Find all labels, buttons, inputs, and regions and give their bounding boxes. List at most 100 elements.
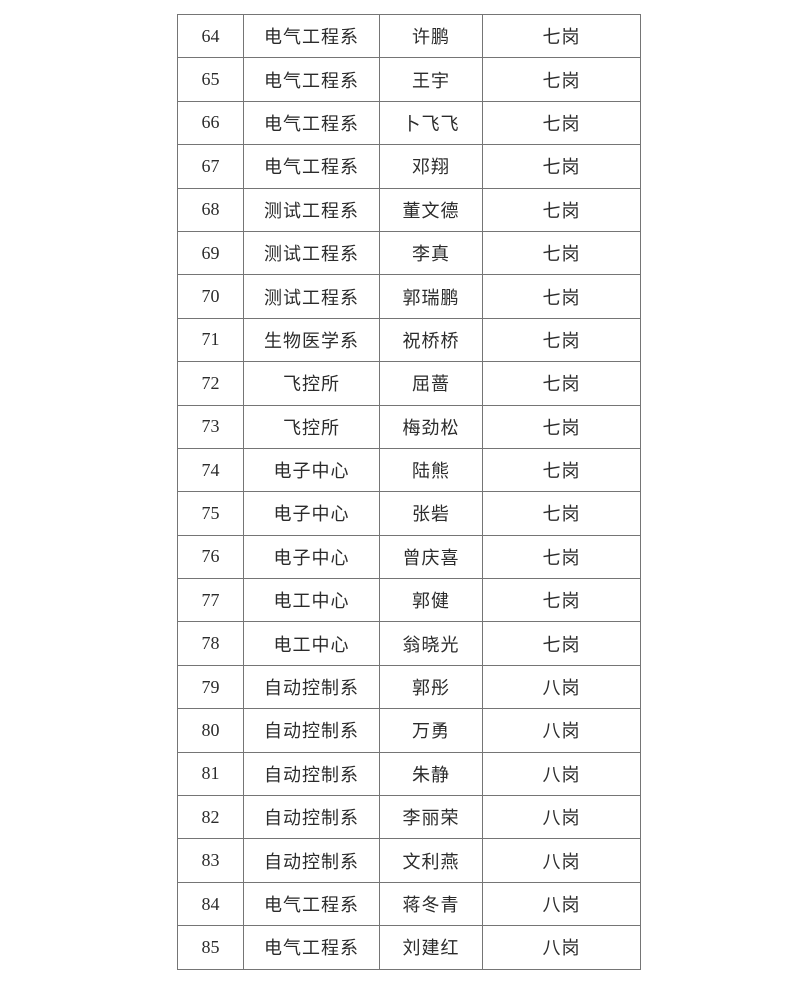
- table-row: 79 自动控制系 郭彤 八岗: [177, 664, 641, 710]
- table-row: 66 电气工程系 卜飞飞 七岗: [177, 100, 641, 146]
- cell-person-name: 董文德: [379, 187, 483, 232]
- cell-post-grade: 七岗: [482, 57, 641, 102]
- personnel-roster-table: 64 电气工程系 许鹏 七岗 65 电气工程系 王宇 七岗 66 电气工程系 卜…: [177, 13, 641, 970]
- cell-department: 测试工程系: [243, 187, 380, 232]
- cell-person-name: 李丽荣: [379, 795, 483, 840]
- cell-post-grade: 七岗: [482, 578, 641, 623]
- cell-row-number: 64: [177, 13, 244, 59]
- cell-row-number: 77: [177, 578, 244, 623]
- cell-department: 电气工程系: [243, 925, 380, 970]
- cell-person-name: 张砦: [379, 491, 483, 536]
- cell-post-grade: 八岗: [482, 881, 641, 927]
- cell-department: 电子中心: [243, 534, 380, 580]
- cell-post-grade: 七岗: [482, 361, 641, 406]
- cell-department: 测试工程系: [243, 230, 380, 276]
- cell-department: 自动控制系: [243, 664, 380, 710]
- cell-row-number: 74: [177, 447, 244, 493]
- cell-department: 电工中心: [243, 621, 380, 666]
- cell-row-number: 73: [177, 404, 244, 449]
- cell-department: 电气工程系: [243, 57, 380, 102]
- cell-row-number: 66: [177, 100, 244, 146]
- cell-person-name: 刘建红: [379, 925, 483, 970]
- cell-post-grade: 八岗: [482, 925, 641, 970]
- cell-row-number: 75: [177, 491, 244, 536]
- cell-person-name: 梅劲松: [379, 404, 483, 449]
- cell-post-grade: 八岗: [482, 708, 641, 753]
- table-row: 71 生物医学系 祝桥桥 七岗: [177, 317, 641, 363]
- cell-post-grade: 七岗: [482, 230, 641, 276]
- cell-row-number: 82: [177, 795, 244, 840]
- cell-department: 自动控制系: [243, 838, 380, 883]
- cell-department: 电子中心: [243, 447, 380, 493]
- cell-person-name: 卜飞飞: [379, 100, 483, 146]
- cell-post-grade: 七岗: [482, 100, 641, 146]
- cell-post-grade: 八岗: [482, 795, 641, 840]
- table-row: 67 电气工程系 邓翔 七岗: [177, 144, 641, 189]
- cell-person-name: 郭彤: [379, 664, 483, 710]
- cell-row-number: 85: [177, 925, 244, 970]
- cell-row-number: 81: [177, 751, 244, 797]
- cell-row-number: 70: [177, 274, 244, 319]
- cell-post-grade: 七岗: [482, 404, 641, 449]
- cell-person-name: 蒋冬青: [379, 881, 483, 927]
- cell-post-grade: 七岗: [482, 317, 641, 363]
- cell-department: 自动控制系: [243, 708, 380, 753]
- cell-post-grade: 七岗: [482, 534, 641, 580]
- cell-post-grade: 七岗: [482, 447, 641, 493]
- table-body: 64 电气工程系 许鹏 七岗 65 电气工程系 王宇 七岗 66 电气工程系 卜…: [177, 13, 641, 970]
- cell-row-number: 83: [177, 838, 244, 883]
- cell-row-number: 79: [177, 664, 244, 710]
- table-row: 81 自动控制系 朱静 八岗: [177, 751, 641, 797]
- cell-department: 电气工程系: [243, 144, 380, 189]
- cell-row-number: 71: [177, 317, 244, 363]
- table-row: 73 飞控所 梅劲松 七岗: [177, 404, 641, 449]
- cell-department: 生物医学系: [243, 317, 380, 363]
- cell-person-name: 郭健: [379, 578, 483, 623]
- cell-person-name: 翁晓光: [379, 621, 483, 666]
- table-row: 68 测试工程系 董文德 七岗: [177, 187, 641, 232]
- table-row: 77 电工中心 郭健 七岗: [177, 578, 641, 623]
- cell-person-name: 郭瑞鹏: [379, 274, 483, 319]
- cell-row-number: 69: [177, 230, 244, 276]
- cell-person-name: 许鹏: [379, 13, 483, 59]
- cell-person-name: 陆熊: [379, 447, 483, 493]
- table-row: 72 飞控所 屈蔷 七岗: [177, 361, 641, 406]
- cell-post-grade: 七岗: [482, 144, 641, 189]
- table-row: 74 电子中心 陆熊 七岗: [177, 447, 641, 493]
- table-row: 76 电子中心 曾庆喜 七岗: [177, 534, 641, 580]
- cell-person-name: 王宇: [379, 57, 483, 102]
- table-row: 85 电气工程系 刘建红 八岗: [177, 925, 641, 970]
- cell-department: 电子中心: [243, 491, 380, 536]
- cell-person-name: 曾庆喜: [379, 534, 483, 580]
- cell-department: 测试工程系: [243, 274, 380, 319]
- table-row: 80 自动控制系 万勇 八岗: [177, 708, 641, 753]
- table-row: 78 电工中心 翁晓光 七岗: [177, 621, 641, 666]
- cell-row-number: 65: [177, 57, 244, 102]
- table-row: 83 自动控制系 文利燕 八岗: [177, 838, 641, 883]
- cell-department: 自动控制系: [243, 751, 380, 797]
- cell-post-grade: 七岗: [482, 274, 641, 319]
- cell-department: 电气工程系: [243, 881, 380, 927]
- cell-post-grade: 七岗: [482, 621, 641, 666]
- table-row: 70 测试工程系 郭瑞鹏 七岗: [177, 274, 641, 319]
- table-row: 64 电气工程系 许鹏 七岗: [177, 13, 641, 59]
- cell-person-name: 祝桥桥: [379, 317, 483, 363]
- cell-post-grade: 七岗: [482, 491, 641, 536]
- cell-post-grade: 八岗: [482, 664, 641, 710]
- cell-post-grade: 八岗: [482, 838, 641, 883]
- table-row: 84 电气工程系 蒋冬青 八岗: [177, 881, 641, 927]
- cell-person-name: 李真: [379, 230, 483, 276]
- cell-row-number: 84: [177, 881, 244, 927]
- table-row: 75 电子中心 张砦 七岗: [177, 491, 641, 536]
- cell-row-number: 80: [177, 708, 244, 753]
- cell-post-grade: 七岗: [482, 187, 641, 232]
- cell-department: 飞控所: [243, 361, 380, 406]
- cell-post-grade: 八岗: [482, 751, 641, 797]
- table-row: 82 自动控制系 李丽荣 八岗: [177, 795, 641, 840]
- cell-person-name: 邓翔: [379, 144, 483, 189]
- cell-person-name: 文利燕: [379, 838, 483, 883]
- cell-row-number: 72: [177, 361, 244, 406]
- cell-person-name: 万勇: [379, 708, 483, 753]
- cell-department: 电气工程系: [243, 13, 380, 59]
